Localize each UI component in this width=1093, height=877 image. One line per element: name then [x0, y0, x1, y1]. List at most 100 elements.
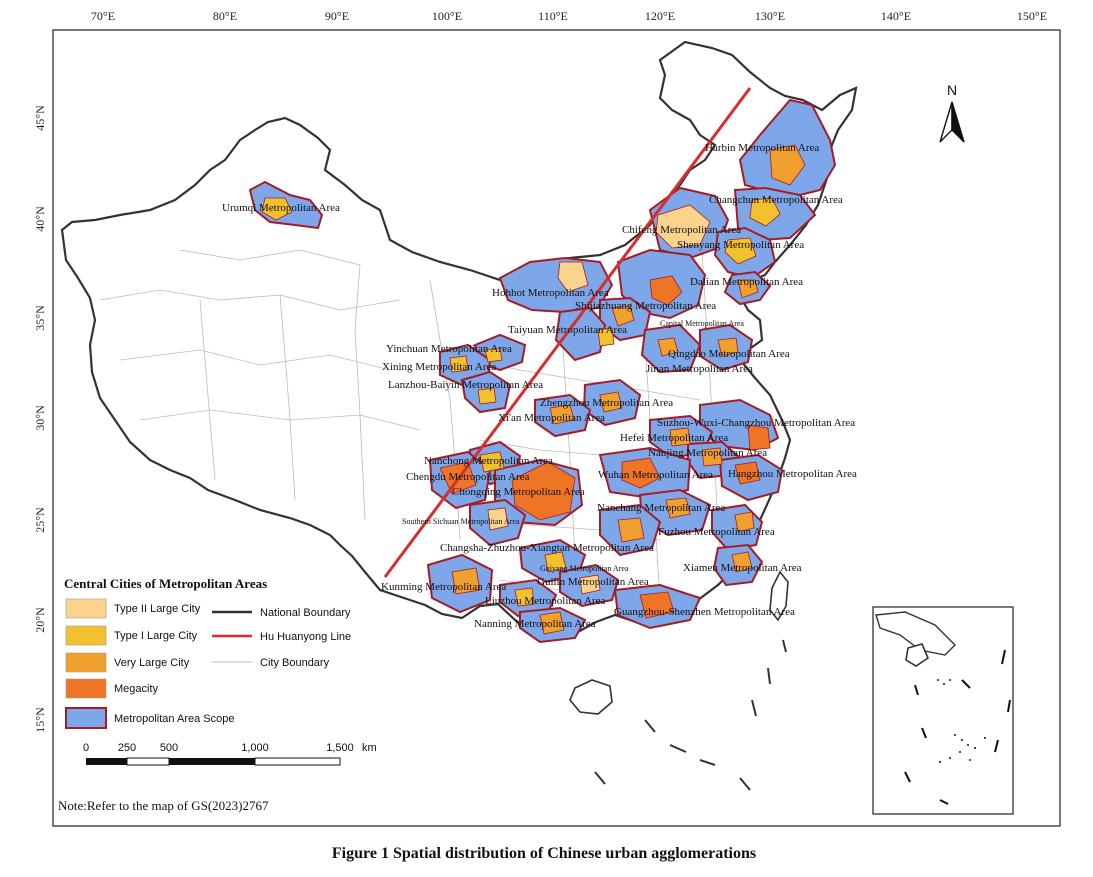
metro-label: Qingdao Metropolitan Area — [668, 348, 790, 360]
legend-label: Megacity — [114, 683, 159, 695]
city-very-large — [769, 144, 806, 186]
metro-label: Nanchong Metropolitan Area — [424, 455, 553, 467]
city-megacity — [734, 461, 761, 485]
lat-tick: 20°N — [33, 607, 47, 633]
sea-boundary-dashes — [594, 639, 787, 791]
lon-tick: 150°E — [1017, 9, 1047, 23]
metro-label: Southern Sichuan Metropolitan Area — [402, 517, 520, 526]
metro-label: Hefei Metropolitan Area — [620, 432, 728, 444]
central-cities — [261, 144, 806, 635]
metro-label: Shijiazhuang Metropolitan Area — [575, 300, 716, 312]
scale-bar: 0 250 500 1,000 1,500 km — [83, 742, 377, 766]
legend-label: Very Large City — [114, 657, 190, 669]
city-very-large — [617, 517, 645, 543]
metro-label: Suzhou-Wuxi-Changzhou Metropolitan Area — [657, 417, 855, 429]
metro-label: Hangzhou Metropolitan Area — [728, 468, 857, 480]
metro-label: Hohhot Metropolitan Area — [492, 287, 609, 299]
city-megacity — [621, 457, 661, 489]
city-very-large — [669, 427, 691, 447]
metro-label: Guangzhou-Shenzhen Metropolitan Area — [614, 606, 795, 618]
north-label: N — [947, 82, 957, 98]
city-type1 — [724, 237, 757, 265]
lat-tick: 40°N — [33, 206, 47, 232]
scale-tick: 1,000 — [241, 742, 269, 754]
lat-tick: 35°N — [33, 305, 47, 331]
lon-tick: 100°E — [432, 9, 462, 23]
city-very-large — [737, 279, 759, 299]
metro-label: Nanchang Metropolitan Area — [597, 502, 725, 514]
taiwan-island — [769, 570, 789, 622]
lon-tick: 110°E — [538, 9, 568, 23]
legend: Central Cities of Metropolitan Areas Typ… — [64, 576, 351, 729]
city-type1 — [261, 197, 293, 221]
city-very-large — [549, 404, 575, 425]
scale-tick: 250 — [118, 742, 136, 754]
lat-tick: 15°N — [33, 707, 47, 733]
legend-label: City Boundary — [260, 657, 330, 669]
metro-label: Zhengzhou Metropolitan Area — [540, 397, 673, 409]
scale-tick: 1,500 — [326, 742, 354, 754]
city-very-large — [657, 337, 679, 357]
lat-tick: 45°N — [33, 105, 47, 131]
south-china-sea-inset — [872, 606, 1014, 815]
legend-swatch-type1 — [65, 625, 107, 646]
city-type1 — [484, 347, 503, 363]
scale-tick: 0 — [83, 742, 89, 754]
city-type2 — [579, 574, 601, 595]
legend-label: Hu Huanyong Line — [260, 631, 351, 643]
metro-label: Urumqi Metropolitan Area — [222, 202, 340, 214]
city-megacity — [747, 424, 771, 451]
lon-tick: 90°E — [325, 9, 349, 23]
city-type1 — [479, 451, 505, 473]
metro-label: Yinchuan Metropolitan Area — [386, 343, 512, 355]
legend-label: Metropolitan Area Scope — [114, 713, 234, 725]
city-type1 — [514, 587, 535, 607]
legend-label: Type I Large City — [114, 630, 198, 642]
scale-unit: km — [362, 742, 377, 754]
lat-tick: 25°N — [33, 507, 47, 533]
city-type1 — [749, 197, 781, 227]
lon-tick: 70°E — [91, 9, 115, 23]
metro-label: Xiamen Metropolitan Area — [683, 562, 802, 574]
lat-tick: 30°N — [33, 405, 47, 431]
metro-label: Capital Metropolitan Area — [660, 319, 744, 328]
legend-swatch-metro-scope — [65, 707, 107, 729]
city-very-large — [599, 391, 623, 413]
metro-label: Changsha-Zhuzhou-Xiangtan Metropolitan A… — [440, 542, 654, 554]
metro-label: Chengdu Metropolitan Area — [406, 471, 530, 483]
legend-label: National Boundary — [260, 607, 351, 619]
metro-label: Changchun Metropolitan Area — [709, 194, 843, 206]
metro-label: Harbin Metropolitan Area — [705, 142, 819, 154]
metro-label: Shenyang Metropolitan Area — [677, 239, 804, 251]
metro-label: Nanning Metropolitan Area — [474, 618, 596, 630]
city-type1 — [544, 551, 567, 573]
city-megacity — [511, 461, 576, 521]
city-very-large — [611, 305, 635, 327]
metro-label: Dalian Metropolitan Area — [690, 276, 803, 288]
city-very-large — [451, 567, 481, 595]
city-very-large — [539, 611, 565, 635]
legend-label: Type II Large City — [114, 603, 201, 615]
city-very-large — [731, 551, 753, 573]
city-type1 — [597, 327, 615, 347]
hainan-island — [569, 679, 613, 715]
city-type2 — [557, 261, 589, 293]
city-type2 — [487, 507, 509, 531]
scale-tick: 500 — [160, 742, 178, 754]
city-very-large — [717, 337, 739, 357]
legend-title: Central Cities of Metropolitan Areas — [64, 576, 267, 591]
metro-label: Kunming Metropolitan Area — [381, 581, 506, 593]
hu-huanyong-line — [383, 87, 752, 578]
lon-tick: 120°E — [645, 9, 675, 23]
metro-label: Lanzhou-Baiyin Metropolitan Area — [388, 379, 543, 391]
metro-label: Fuzhou Metropolitan Area — [658, 526, 775, 538]
figure-caption: Figure 1 Spatial distribution of Chinese… — [332, 845, 756, 862]
metro-label: Nanjing Metropolitan Area — [648, 447, 767, 459]
lon-tick: 130°E — [755, 9, 785, 23]
metro-label: Xining Metropolitan Area — [382, 361, 496, 373]
city-megacity — [649, 275, 683, 306]
latitude-ticks: 45°N 40°N 35°N 30°N 25°N 20°N 15°N — [33, 105, 47, 733]
north-arrow: N — [939, 82, 965, 143]
map-note: Note:Refer to the map of GS(2023)2767 — [58, 798, 269, 813]
